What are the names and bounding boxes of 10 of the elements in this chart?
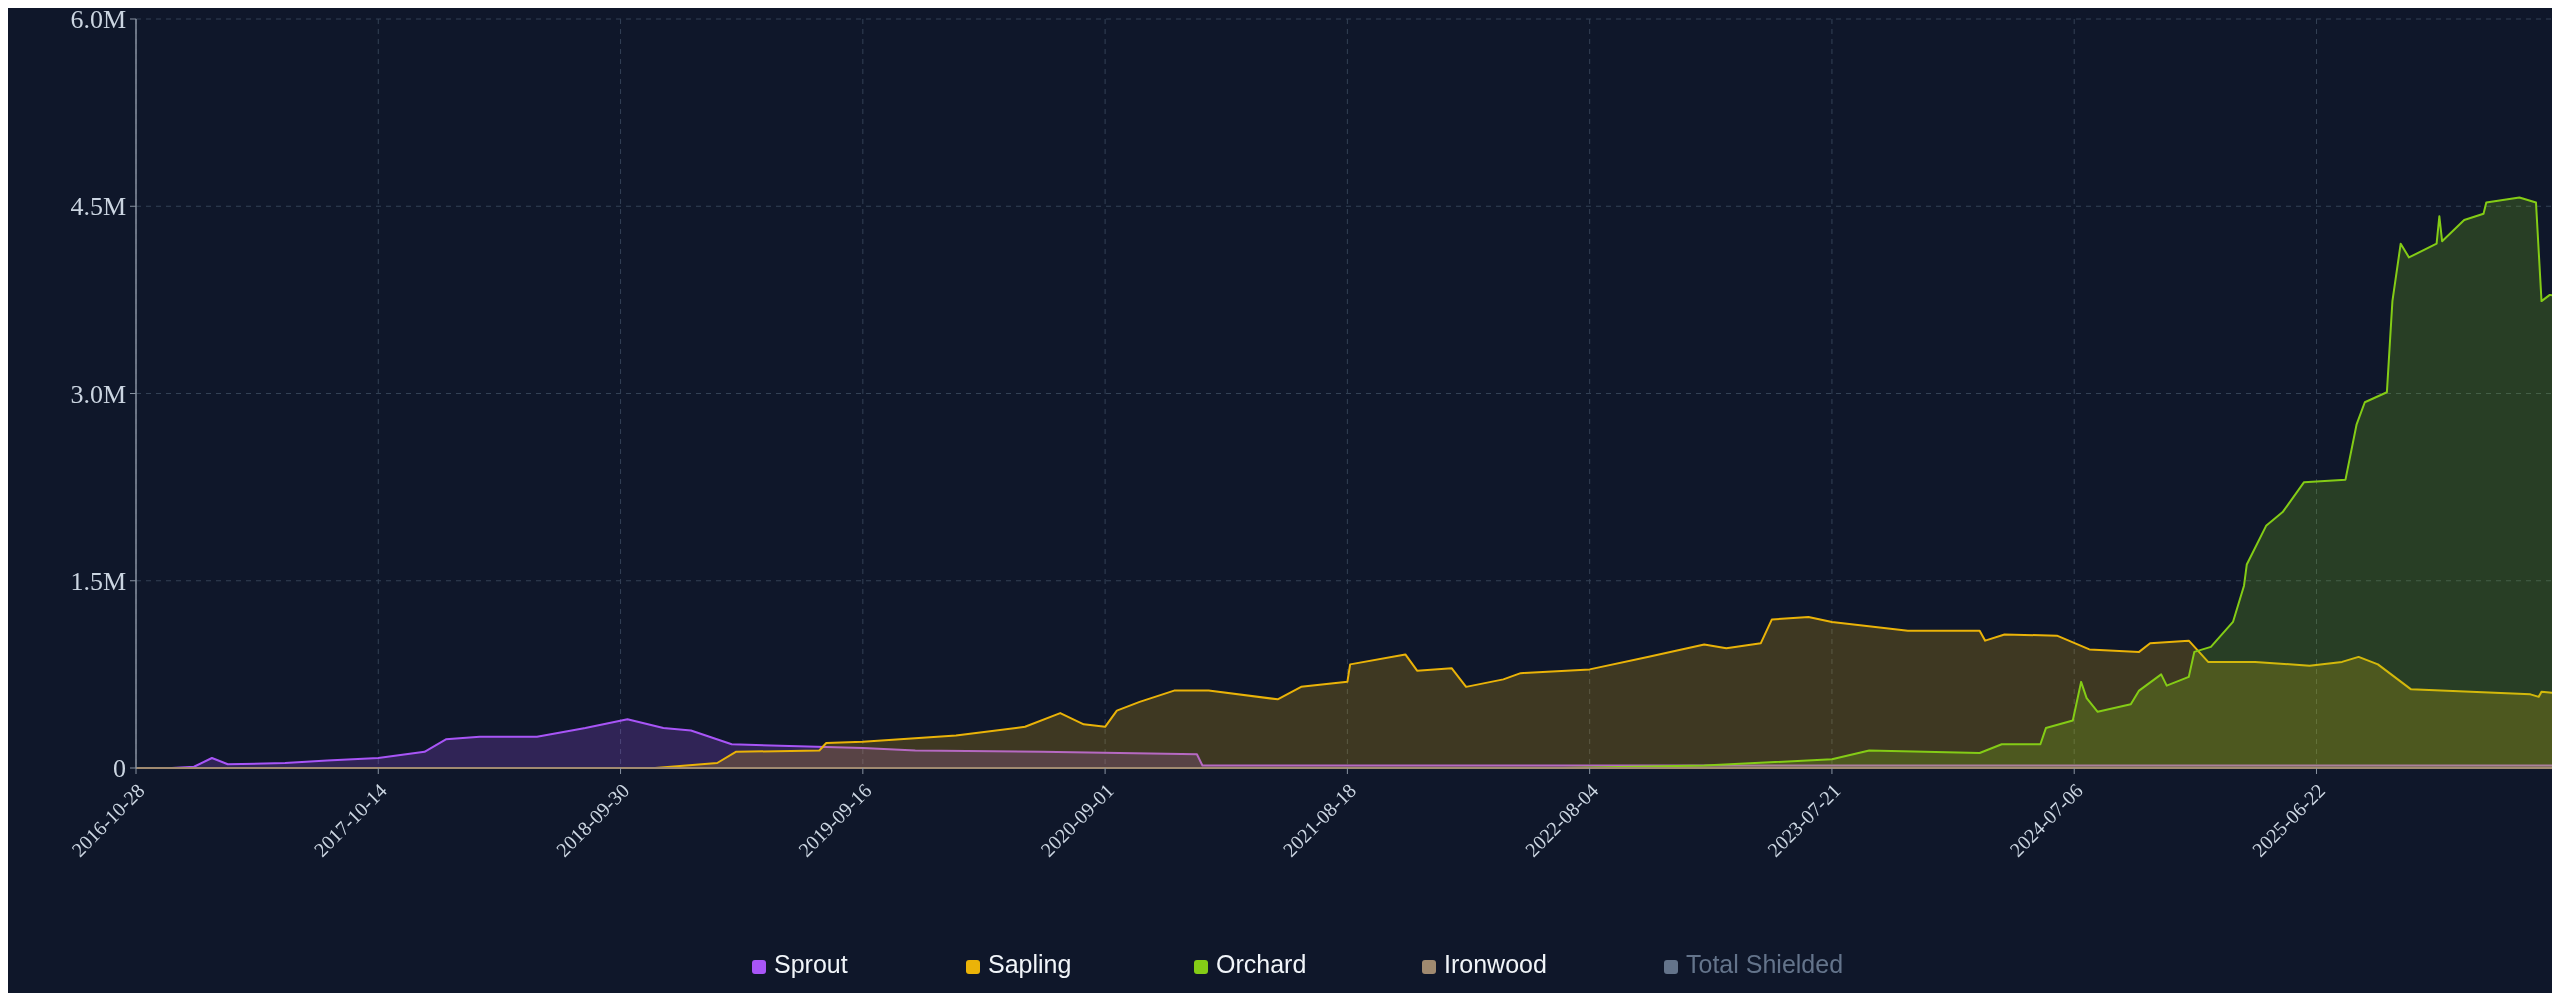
y-tick-label: 4.5M <box>70 192 126 222</box>
legend-label: Ironwood <box>1444 950 1547 978</box>
legend-label: Total Shielded <box>1686 950 1844 978</box>
y-tick-label: 0 <box>113 754 126 784</box>
y-tick-label: 3.0M <box>70 379 126 409</box>
legend-label: Sapling <box>988 950 1072 978</box>
legend-label: Sprout <box>774 950 848 978</box>
y-tick-label: 1.5M <box>70 566 126 596</box>
y-tick-label: 6.0M <box>70 5 126 35</box>
legend-label: Orchard <box>1216 950 1307 978</box>
